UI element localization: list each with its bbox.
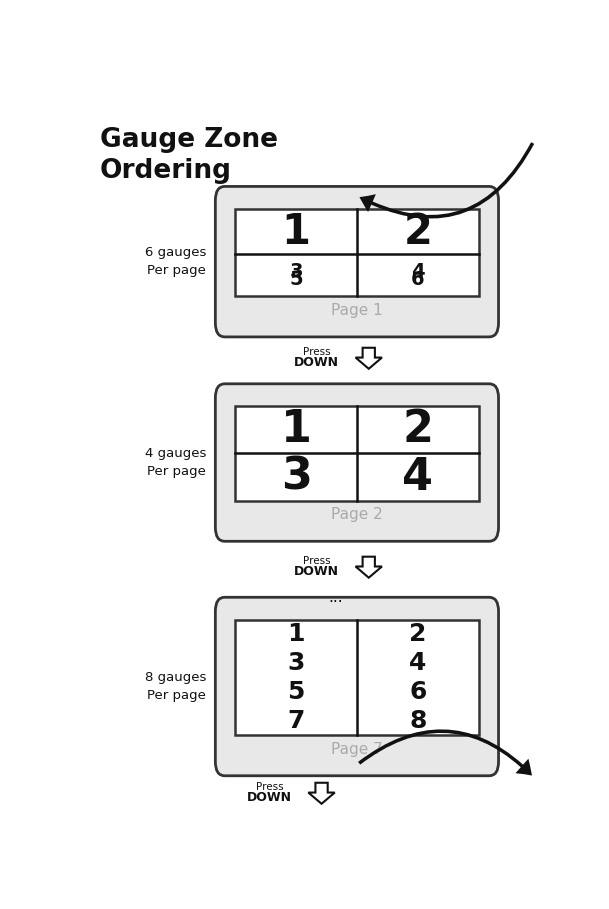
Text: 4 gauges
Per page: 4 gauges Per page	[144, 447, 206, 478]
FancyBboxPatch shape	[216, 597, 499, 775]
Text: 2: 2	[409, 622, 426, 646]
FancyArrowPatch shape	[358, 729, 532, 775]
Text: 7: 7	[287, 709, 304, 733]
Text: 2: 2	[403, 408, 434, 452]
Text: Press: Press	[303, 556, 331, 566]
Text: DOWN: DOWN	[294, 356, 339, 369]
Text: 8 gauges
Per page: 8 gauges Per page	[144, 671, 206, 702]
FancyBboxPatch shape	[235, 620, 479, 735]
FancyBboxPatch shape	[235, 209, 479, 296]
Text: Gauge Zone
Ordering: Gauge Zone Ordering	[100, 126, 278, 184]
Polygon shape	[308, 783, 335, 804]
Text: 1: 1	[281, 211, 311, 253]
Polygon shape	[356, 556, 382, 578]
Text: 4: 4	[409, 651, 426, 675]
Text: 3: 3	[289, 262, 303, 281]
FancyBboxPatch shape	[216, 384, 499, 541]
Text: 4: 4	[411, 262, 424, 281]
Text: DOWN: DOWN	[294, 564, 339, 578]
Text: Page 7: Page 7	[331, 742, 383, 756]
Text: Page 1: Page 1	[331, 303, 383, 318]
FancyArrowPatch shape	[359, 142, 534, 218]
Text: ...: ...	[328, 590, 343, 604]
Text: 4: 4	[403, 455, 434, 498]
Text: Press: Press	[303, 347, 331, 357]
Text: Press: Press	[256, 782, 283, 792]
Text: 8: 8	[409, 709, 426, 733]
Text: 1: 1	[287, 622, 305, 646]
Text: Page 2: Page 2	[331, 507, 383, 522]
Text: 3: 3	[281, 455, 311, 498]
Text: 3: 3	[287, 651, 304, 675]
Text: DOWN: DOWN	[247, 791, 292, 804]
Text: 6: 6	[409, 680, 426, 704]
Text: 2: 2	[403, 211, 432, 253]
FancyBboxPatch shape	[216, 186, 499, 337]
Text: 1: 1	[281, 408, 312, 452]
Text: 6 gauges
Per page: 6 gauges Per page	[144, 246, 206, 277]
FancyBboxPatch shape	[235, 406, 479, 501]
Polygon shape	[356, 348, 382, 369]
Text: 6: 6	[411, 270, 424, 289]
Text: 5: 5	[289, 270, 303, 289]
Text: 5: 5	[287, 680, 304, 704]
